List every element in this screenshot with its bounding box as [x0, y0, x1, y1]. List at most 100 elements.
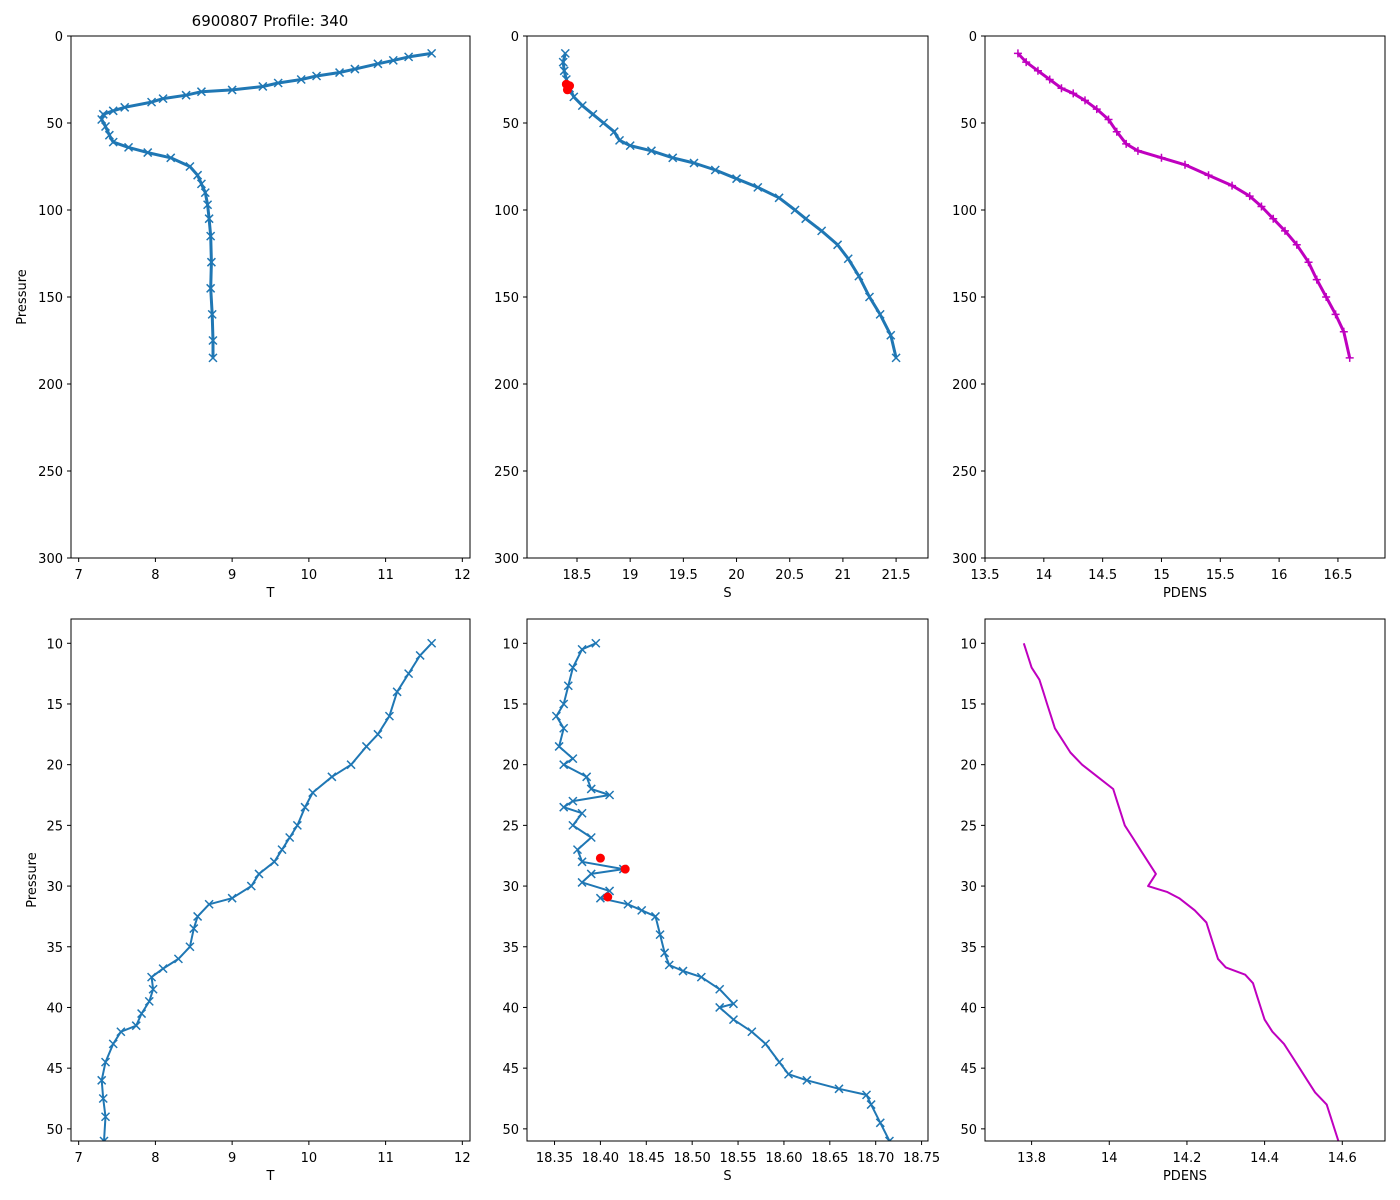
- x-tick-label: 19: [622, 568, 639, 583]
- data-point-marker: [559, 760, 569, 770]
- data-point-marker: [668, 153, 678, 163]
- data-point-marker: [1122, 139, 1131, 148]
- data-point-marker: [120, 102, 130, 112]
- x-tick-label: 14.5: [1088, 568, 1117, 583]
- y-tick-label: 0: [511, 30, 519, 45]
- x-tick-label: 18.45: [628, 1151, 665, 1166]
- y-tick-label: 15: [46, 698, 63, 713]
- y-tick-label: 150: [38, 291, 63, 306]
- data-point-marker: [97, 114, 107, 125]
- data-point-marker: [802, 1075, 812, 1085]
- data-point-marker: [350, 64, 360, 74]
- x-tick-label: 10: [301, 1151, 318, 1166]
- x-tick-label: 16: [1271, 568, 1288, 583]
- series-line-s: [561, 53, 898, 359]
- data-point-marker: [204, 899, 214, 909]
- subplot-bottom-right: 13.8 14 14.2 14.4 14.6 10 15 20 25 30 35 40 45 50 PDEN…: [960, 618, 1386, 1184]
- data-point-marker: [790, 205, 800, 215]
- y-tick-label: 30: [502, 880, 519, 895]
- data-point-marker: [200, 188, 210, 198]
- data-point-marker: [615, 135, 625, 145]
- y-tick-label: 100: [38, 204, 63, 219]
- data-point-marker: [100, 121, 111, 132]
- series-line-t: [100, 642, 433, 1141]
- data-point-marker: [292, 820, 302, 830]
- data-point-marker: [660, 948, 670, 958]
- x-tick-label: 18.5: [563, 568, 592, 583]
- x-tick-label: 18.70: [857, 1151, 894, 1166]
- data-point-marker: [189, 924, 199, 934]
- data-point-marker: [560, 48, 570, 58]
- data-point-marker: [147, 97, 157, 107]
- data-point-marker: [1245, 192, 1254, 201]
- plot-area: [97, 48, 437, 363]
- x-tick-label: 16.5: [1323, 568, 1352, 583]
- y-tick-label: 0: [55, 30, 63, 45]
- x-tick-label: 12: [454, 568, 471, 583]
- y-tick-label: 200: [38, 378, 63, 393]
- x-axis-label: PDENS: [1163, 586, 1207, 601]
- data-point-marker: [1133, 146, 1142, 155]
- y-tick-label: 50: [46, 1123, 63, 1138]
- data-point-marker: [312, 71, 322, 81]
- x-axis-label: T: [266, 586, 275, 601]
- y-tick-label: 200: [494, 378, 519, 393]
- data-point-marker: [1345, 353, 1354, 362]
- x-tick-label: 18.50: [674, 1151, 711, 1166]
- data-point-marker: [346, 760, 356, 770]
- data-point-marker: [258, 81, 268, 91]
- data-point-marker: [875, 309, 885, 319]
- y-tick-label: 10: [502, 637, 519, 652]
- data-point-marker: [147, 972, 157, 982]
- data-point-marker: [98, 1093, 108, 1104]
- x-tick-label: 20.5: [775, 568, 804, 583]
- data-point-marker: [206, 231, 216, 241]
- data-point-marker: [559, 66, 569, 76]
- data-point-marker: [1204, 171, 1213, 180]
- subplot-bottom-left: 7 8 9 10 11 12 10 15 20 25 30 35 40 45 50 T Pressure: [25, 618, 471, 1184]
- data-point-marker: [817, 226, 827, 236]
- data-point-marker: [384, 711, 394, 721]
- data-point-marker: [577, 101, 587, 111]
- x-tick-label: 8: [151, 568, 159, 583]
- data-point-marker: [415, 650, 425, 660]
- data-point-marker: [404, 52, 414, 62]
- data-point-marker: [1092, 105, 1101, 114]
- data-point-marker: [392, 687, 402, 697]
- data-point-marker: [861, 1090, 872, 1100]
- y-tick-label: 30: [960, 880, 977, 895]
- series-line-t: [100, 51, 432, 358]
- data-point-marker: [1057, 84, 1066, 93]
- data-point-marker: [599, 118, 609, 128]
- data-point-marker: [1045, 75, 1054, 84]
- data-point-marker: [108, 1039, 118, 1049]
- x-tick-label: 20: [728, 568, 745, 583]
- data-point-marker: [559, 699, 569, 709]
- x-tick-label: 11: [377, 568, 394, 583]
- data-point-marker: [300, 802, 310, 812]
- data-point-marker: [108, 106, 118, 116]
- y-tick-label: 250: [952, 465, 977, 480]
- y-tick-label: 25: [502, 819, 519, 834]
- data-point-marker: [886, 330, 896, 340]
- x-tick-label: 14.4: [1250, 1151, 1279, 1166]
- y-tick-label: 45: [960, 1062, 977, 1077]
- y-tick-label: 50: [960, 117, 977, 132]
- y-tick-label: 100: [494, 204, 519, 219]
- data-point-marker: [204, 214, 214, 224]
- data-point-marker: [308, 788, 318, 798]
- data-point-marker: [144, 996, 154, 1006]
- data-point-marker: [577, 877, 587, 887]
- x-tick-label: 12: [454, 1151, 471, 1166]
- data-point-marker: [1104, 115, 1113, 124]
- data-point-marker: [1312, 275, 1321, 284]
- data-point-marker: [761, 1039, 771, 1049]
- data-point-marker: [577, 644, 587, 654]
- subplot-top-left: 7 8 9 10 11 12 0 50 100 150 200 250 300 T Pressure: [15, 30, 471, 601]
- data-point-marker: [124, 142, 134, 152]
- y-tick-label: 25: [46, 819, 63, 834]
- data-point-marker: [609, 127, 619, 137]
- y-tick-label: 40: [502, 1001, 519, 1016]
- data-point-marker: [710, 165, 720, 175]
- x-axis-label: PDENS: [1163, 1169, 1207, 1184]
